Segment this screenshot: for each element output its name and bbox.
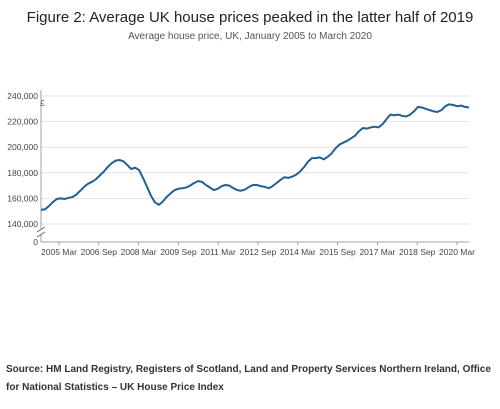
y-tick-label: 0	[33, 237, 38, 247]
y-tick-label: 240,000	[7, 91, 38, 101]
chart-title: Figure 2: Average UK house prices peaked…	[26, 9, 474, 26]
axis-break-marker	[36, 226, 46, 238]
y-axis-ticks: 240,000 220,000 200,000 180,000 160,000 140,0…	[7, 91, 38, 247]
x-tick-label: 2017 Mar	[359, 247, 395, 257]
source-note: Source: HM Land Registry, Registers of S…	[6, 364, 491, 393]
axis-break-slash	[36, 231, 46, 238]
x-tick-label: 2014 Mar	[280, 247, 316, 257]
x-tick-label: 2008 Mar	[121, 247, 157, 257]
x-tick-label: 2005 Mar	[41, 247, 77, 257]
axis-break-slash	[36, 226, 46, 233]
chart-subtitle: Average house price, UK, January 2005 to…	[128, 31, 372, 42]
x-tick-label: 2018 Sep	[399, 247, 436, 257]
y-tick-label: 200,000	[7, 142, 38, 152]
x-tick-label: 2009 Sep	[160, 247, 197, 257]
y-tick-label: 160,000	[7, 193, 38, 203]
y-axis-unit-label: £	[40, 98, 45, 108]
axis-break-gap	[37, 229, 45, 235]
y-tick-label: 220,000	[7, 117, 38, 127]
x-tick-label: 2011 Mar	[201, 247, 236, 257]
x-tick-label: 2020 Mar	[439, 247, 475, 257]
line-chart: 240,000 220,000 200,000 180,000 160,000 140,0…	[7, 90, 475, 257]
y-tick-label: 140,000	[7, 219, 38, 229]
series-line-average-price	[40, 103, 470, 211]
x-tick-label: 2006 Sep	[81, 247, 118, 257]
x-tick-label: 2012 Sep	[240, 247, 277, 257]
x-axis-ticks: 2005 Mar 2006 Sep 2008 Mar 2009 Sep 2011 Mar…	[41, 242, 475, 257]
y-tick-label: 180,000	[7, 168, 38, 178]
x-tick-label: 2015 Sep	[319, 247, 356, 257]
gridlines	[41, 95, 469, 225]
